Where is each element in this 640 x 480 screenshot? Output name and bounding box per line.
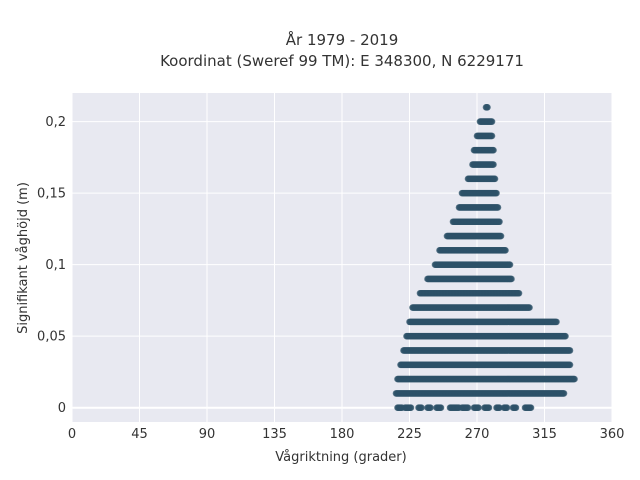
data-point bbox=[407, 404, 415, 412]
data-point bbox=[497, 232, 505, 240]
x-tick-label: 360 bbox=[600, 427, 625, 442]
data-point bbox=[475, 404, 482, 412]
chart-title-line2: Koordinat (Sweref 99 TM): E 348300, N 62… bbox=[160, 52, 524, 70]
data-point bbox=[553, 318, 560, 326]
data-point bbox=[491, 175, 499, 183]
data-point bbox=[418, 404, 425, 412]
y-axis-title: Signifikant våghöjd (m) bbox=[16, 182, 31, 334]
data-point bbox=[566, 361, 574, 369]
data-point bbox=[526, 304, 533, 311]
y-tick-label: 0,05 bbox=[37, 330, 66, 345]
data-points bbox=[392, 104, 578, 412]
y-tick-label: 0,15 bbox=[37, 187, 66, 202]
x-tick-label: 315 bbox=[532, 427, 557, 442]
y-axis-ticks: 0 0,05 0,1 0,15 0,2 bbox=[37, 115, 66, 416]
data-point bbox=[566, 347, 574, 354]
x-tick-label: 135 bbox=[262, 427, 287, 442]
data-point bbox=[490, 146, 497, 154]
data-point bbox=[527, 404, 535, 412]
data-point bbox=[508, 275, 515, 283]
x-tick-label: 0 bbox=[68, 427, 76, 442]
chart-title-line1: År 1979 - 2019 bbox=[286, 30, 399, 49]
data-point bbox=[502, 247, 509, 254]
data-point bbox=[488, 118, 496, 125]
data-point bbox=[571, 375, 578, 383]
x-tick-label: 225 bbox=[397, 427, 422, 442]
data-point bbox=[503, 404, 511, 412]
data-point bbox=[560, 390, 568, 397]
data-point bbox=[496, 218, 503, 226]
data-point bbox=[484, 104, 491, 111]
data-point bbox=[490, 161, 497, 168]
data-point bbox=[493, 189, 500, 197]
data-point bbox=[515, 289, 523, 297]
data-point bbox=[488, 132, 496, 140]
data-point bbox=[464, 404, 472, 412]
x-tick-label: 270 bbox=[465, 427, 490, 442]
data-point bbox=[506, 261, 514, 268]
x-axis-title: Vågriktning (grader) bbox=[275, 450, 406, 465]
x-tick-label: 90 bbox=[199, 427, 216, 442]
data-point bbox=[562, 332, 569, 340]
data-point bbox=[494, 204, 502, 211]
data-point bbox=[512, 404, 520, 412]
y-tick-label: 0,1 bbox=[45, 258, 66, 273]
y-tick-label: 0 bbox=[58, 401, 66, 416]
x-tick-label: 180 bbox=[330, 427, 355, 442]
x-axis-ticks: 0 45 90 135 180 225 270 315 360 bbox=[68, 427, 625, 442]
y-tick-label: 0,2 bbox=[45, 115, 66, 130]
data-point bbox=[427, 404, 434, 412]
x-tick-label: 45 bbox=[131, 427, 148, 442]
data-point bbox=[485, 404, 493, 412]
data-point bbox=[437, 404, 445, 412]
